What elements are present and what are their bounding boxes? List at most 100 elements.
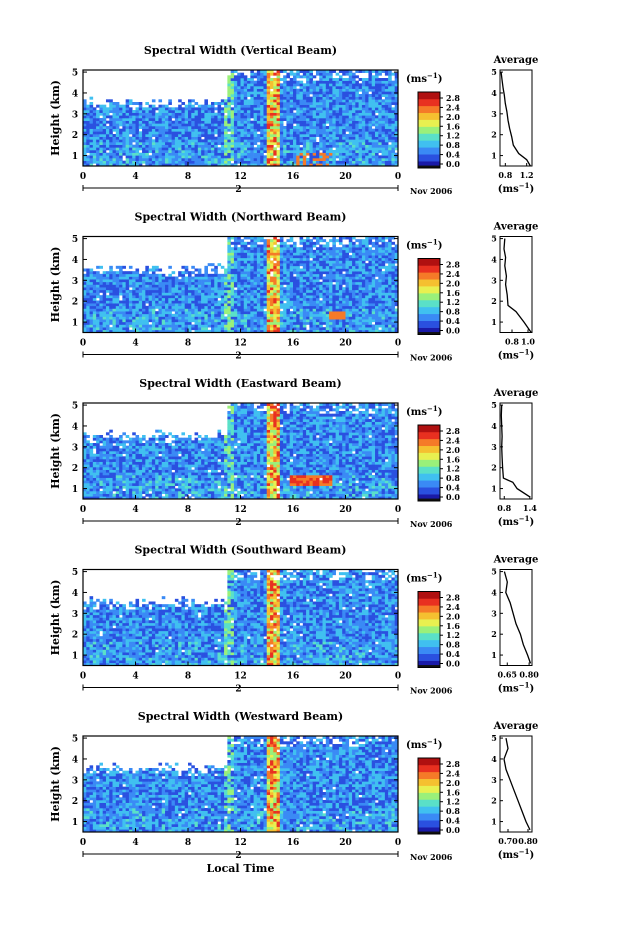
heatmap-cell (86, 276, 90, 280)
heatmap-cell (197, 134, 202, 137)
heatmap-cell (83, 295, 87, 299)
heatmap-cell (263, 329, 268, 333)
heatmap-cell (197, 319, 202, 323)
heatmap-cell (181, 295, 186, 299)
heatmap-cell (184, 295, 189, 299)
heatmap-cell (283, 155, 287, 159)
heatmap-cell (125, 142, 130, 145)
heatmap-cell (325, 329, 330, 333)
heatmap-cell (237, 305, 241, 309)
heatmap-cell (266, 155, 271, 159)
heatmap-cell (329, 289, 333, 293)
heatmap-cell (99, 131, 103, 135)
heatmap-cell (332, 139, 336, 143)
heatmap-cell (302, 118, 307, 121)
colorbar-tick-label: 2.4 (446, 102, 460, 112)
heatmap-cell (148, 128, 153, 132)
heatmap-cell (266, 83, 271, 87)
heatmap-cell (260, 300, 264, 304)
heatmap-cell (109, 271, 113, 275)
heatmap-cell (148, 289, 153, 293)
heatmap-cell (309, 72, 313, 76)
heatmap-cell (145, 316, 149, 320)
heatmap-cell (342, 96, 346, 100)
heatmap-cell (358, 152, 363, 156)
heatmap-cell (361, 88, 366, 92)
heatmap-cell (329, 295, 333, 299)
heatmap-cell (155, 292, 159, 296)
heatmap-cell (210, 324, 215, 328)
heatmap-cell (86, 279, 90, 283)
heatmap-cell (105, 160, 110, 164)
heatmap-cell (299, 75, 304, 79)
heatmap-cell (148, 300, 153, 304)
heatmap-cell (227, 273, 231, 277)
heatmap-cell (109, 319, 113, 323)
heatmap-cell (197, 160, 202, 164)
heatmap-cell (371, 83, 376, 87)
heatmap-cell (210, 316, 215, 320)
heatmap-cell (273, 311, 277, 315)
heatmap-cell (230, 281, 235, 285)
heatmap-cell (361, 147, 366, 151)
heatmap-cell (191, 281, 195, 285)
heatmap-cell (96, 128, 100, 132)
heatmap-cell (119, 321, 123, 325)
heatmap-cell (96, 324, 100, 328)
heatmap-cell (299, 126, 304, 129)
heatmap-cell (210, 311, 215, 315)
heatmap-cell (227, 155, 231, 159)
heatmap-cell (92, 158, 97, 161)
heatmap-cell (102, 329, 107, 333)
heatmap-cell (342, 118, 346, 121)
heatmap-cell (289, 142, 294, 145)
heatmap-cell (388, 99, 392, 103)
heatmap-cell (384, 72, 389, 76)
heatmap-cell (230, 110, 235, 113)
heatmap-cell (296, 308, 300, 312)
heatmap-cell (201, 155, 205, 159)
heatmap-cell (184, 147, 189, 151)
heatmap-cell (214, 120, 218, 124)
heatmap-cell (240, 75, 245, 79)
heatmap-cell (289, 255, 294, 259)
heatmap-cell (86, 163, 90, 167)
heatmap-cell (207, 292, 212, 296)
heatmap-cell (299, 311, 304, 315)
heatmap-cell (155, 126, 159, 129)
heatmap-cell (394, 160, 399, 164)
heatmap-cell (250, 104, 254, 108)
heatmap-cell (240, 244, 245, 248)
heatmap-cell (188, 292, 192, 296)
heatmap-cell (148, 160, 153, 164)
heatmap-cell (355, 131, 359, 135)
heatmap-cell (112, 123, 117, 127)
heatmap-cell (319, 236, 323, 240)
heatmap-cell (273, 152, 277, 156)
heatmap-cell (243, 131, 248, 135)
heatmap-cell (217, 305, 222, 309)
heatmap-cell (299, 255, 304, 259)
heatmap-cell (394, 104, 399, 108)
heatmap-cell (96, 155, 100, 159)
heatmap-cell (191, 276, 195, 280)
heatmap-cell (371, 91, 376, 95)
heatmap-cell (289, 276, 294, 280)
heatmap-cell (263, 139, 268, 143)
heatmap-cell (365, 150, 369, 153)
heatmap-cell (391, 147, 396, 151)
heatmap-cell (332, 80, 336, 84)
heatmap-cell (381, 110, 386, 113)
heatmap-cell (368, 120, 373, 124)
heatmap-cell (197, 308, 202, 312)
heatmap-cell (338, 94, 343, 97)
heatmap-cell (312, 83, 317, 87)
heatmap-cell (86, 311, 90, 315)
heatmap-cell (204, 144, 208, 148)
avg-y-tick-label: 2 (491, 130, 497, 140)
heatmap-cell (247, 289, 251, 293)
heatmap-cell (201, 292, 205, 296)
heatmap-cell (325, 88, 330, 92)
heatmap-cell (243, 249, 248, 253)
heatmap-cell (86, 160, 90, 164)
